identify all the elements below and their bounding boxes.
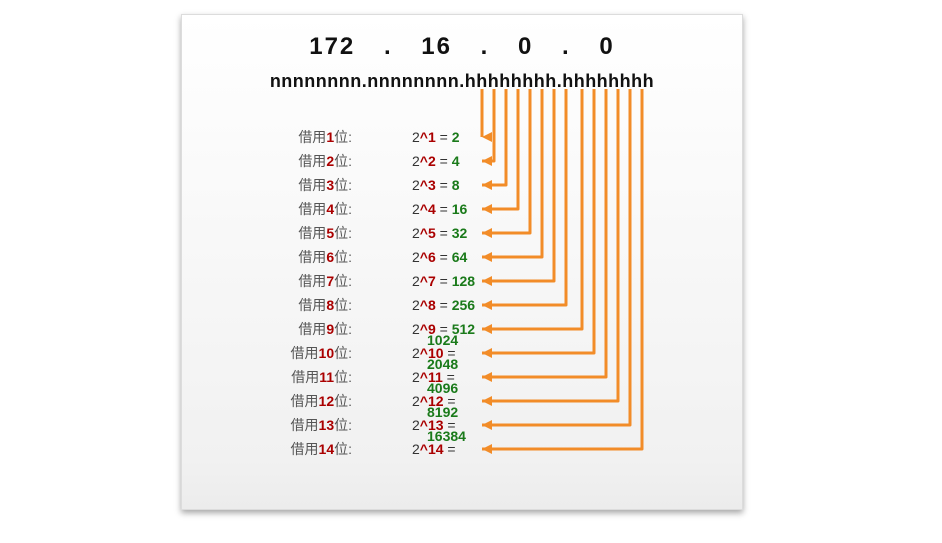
- borrow-row: 借用2位: 2^2 = 4: [182, 149, 742, 173]
- bitmask-text: nnnnnnnn.nnnnnnnn.hhhhhhhh.hhhhhhhh: [270, 71, 654, 91]
- borrow-label: 借用9位:: [192, 317, 352, 341]
- power-expression: 2^2 = 4: [412, 149, 552, 173]
- power-expression: 2^8 = 256: [412, 293, 552, 317]
- borrow-label: 借用2位:: [192, 149, 352, 173]
- borrow-row: 借用9位:2^9 = 512: [182, 317, 742, 341]
- ip-dot: .: [471, 33, 500, 60]
- power-expression: 2^7 = 128: [412, 269, 552, 293]
- ip-dot: .: [374, 33, 403, 60]
- borrow-row: 借用8位: 2^8 = 256: [182, 293, 742, 317]
- borrow-label: 借用7位:: [192, 269, 352, 293]
- power-expression: 2^5 = 32: [412, 221, 552, 245]
- borrow-row: 借用10位:2^10 =: [182, 341, 742, 365]
- borrow-label: 借用12位:: [192, 389, 352, 413]
- borrow-label: 借用6位:: [192, 245, 352, 269]
- borrow-row: 借用11位:2^11 =: [182, 365, 742, 389]
- borrow-label: 借用5位:: [192, 221, 352, 245]
- power-expression: 2^4 = 16: [412, 197, 552, 221]
- borrow-row: 借用5位: 2^5 = 32: [182, 221, 742, 245]
- borrow-row: 借用4位: 2^4 = 16: [182, 197, 742, 221]
- borrow-label: 借用14位:: [192, 437, 352, 461]
- power-expression: 2^6 = 64: [412, 245, 552, 269]
- diagram-panel: 172 . 16 . 0 . 0 nnnnnnnn.nnnnnnnn.hhhhh…: [181, 14, 743, 510]
- borrow-row: 借用3位: 2^3 = 8: [182, 173, 742, 197]
- borrow-label: 借用13位:: [192, 413, 352, 437]
- borrow-rows: 借用1位:2^1 = 2借用2位:2^2 = 4借用3位:2^3 = 8借用4位…: [182, 125, 742, 461]
- borrow-row: 借用1位: 2^1 = 2: [182, 125, 742, 149]
- ip-octet-2: 16: [411, 33, 462, 60]
- power-expression: 2^1 = 2: [412, 125, 552, 149]
- borrow-label: 借用8位:: [192, 293, 352, 317]
- ip-address-row: 172 . 16 . 0 . 0: [182, 33, 742, 61]
- power-expression: 2^14 =: [412, 437, 552, 461]
- borrow-label: 借用10位:: [192, 341, 352, 365]
- ip-octet-4: 0: [589, 33, 624, 60]
- borrow-row: 借用7位: 2^7 = 128: [182, 269, 742, 293]
- borrow-label: 借用1位:: [192, 125, 352, 149]
- borrow-label: 借用3位:: [192, 173, 352, 197]
- borrow-row: 借用14位: 2^14 =: [182, 437, 742, 461]
- ip-octet-1: 172: [299, 33, 365, 60]
- borrow-row: 借用12位:2^12 =: [182, 389, 742, 413]
- bitmask-row: nnnnnnnn.nnnnnnnn.hhhhhhhh.hhhhhhhh: [182, 71, 742, 92]
- borrow-row: 借用6位: 2^6 = 64: [182, 245, 742, 269]
- ip-octet-3: 0: [508, 33, 543, 60]
- ip-dot: .: [552, 33, 581, 60]
- borrow-label: 借用4位:: [192, 197, 352, 221]
- borrow-label: 借用11位:: [192, 365, 352, 389]
- power-expression: 2^3 = 8: [412, 173, 552, 197]
